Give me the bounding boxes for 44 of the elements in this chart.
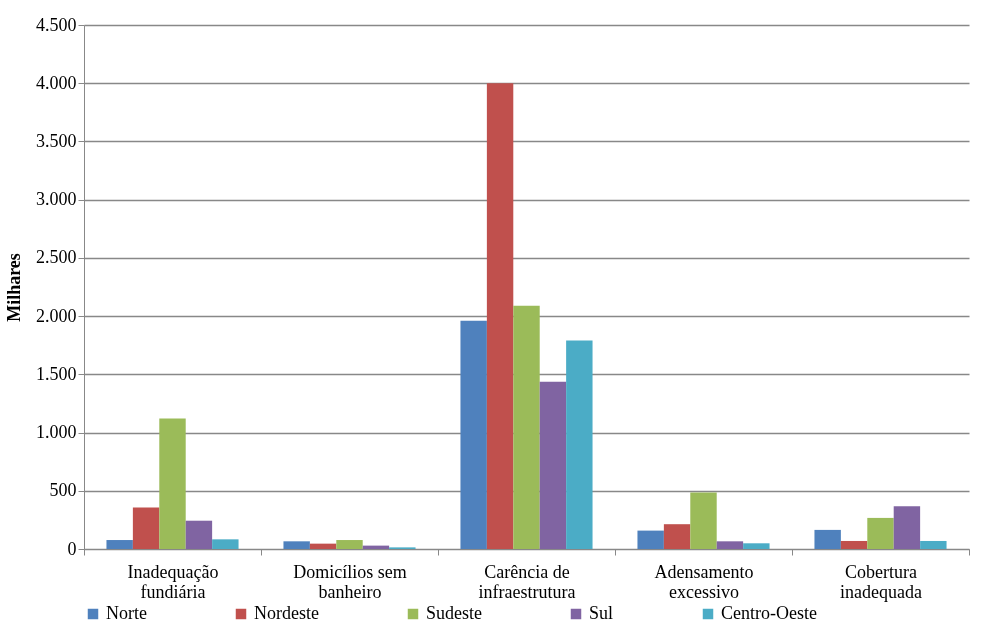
x-tick-label: Domicílios sem banheiro	[293, 561, 407, 602]
bar	[716, 541, 744, 549]
bar	[513, 305, 540, 549]
legend-label: Norte	[106, 603, 147, 623]
y-tick-label: 1.000	[36, 422, 77, 443]
bar	[637, 530, 664, 549]
y-tick-label: 500	[49, 480, 77, 501]
y-tick-label: 3.000	[36, 189, 77, 210]
bar	[132, 507, 160, 549]
bar	[106, 540, 133, 549]
y-tick-label: 2.500	[36, 247, 77, 268]
legend-label: Sul	[589, 603, 614, 623]
legend-label: Nordeste	[254, 603, 319, 623]
y-tick-label: 4.000	[36, 72, 77, 93]
bar	[159, 418, 186, 549]
legend-label: Centro-Oeste	[721, 603, 817, 623]
bar	[867, 517, 894, 549]
bar	[840, 540, 868, 549]
bar	[185, 520, 213, 549]
x-tick-label: Cobertura inadequada	[840, 561, 922, 602]
bar	[486, 83, 514, 549]
bar	[336, 540, 363, 549]
x-tick-label: Adensamento excessivo	[654, 561, 754, 602]
x-tick-label: Inadequação fundiária	[127, 561, 219, 602]
y-axis-title: Milhares	[4, 253, 24, 322]
bar	[893, 506, 921, 549]
bar	[212, 539, 239, 549]
bar	[309, 543, 337, 549]
bar	[920, 540, 947, 549]
bar	[283, 541, 310, 549]
bar	[663, 524, 691, 549]
y-tick-label: 3.500	[36, 130, 77, 151]
bar	[460, 320, 487, 549]
x-tick-label: Carência de infraestrutura	[478, 561, 576, 602]
legend-label: Sudeste	[426, 603, 483, 623]
bar	[566, 340, 593, 549]
bar	[539, 381, 567, 549]
y-tick-label: 4.500	[36, 14, 77, 35]
bar	[690, 492, 717, 549]
y-tick-label: 2.000	[36, 305, 77, 326]
bar	[814, 529, 841, 549]
bar	[743, 543, 770, 549]
y-tick-label: 0	[67, 538, 77, 559]
y-tick-label: 1.500	[36, 363, 77, 384]
